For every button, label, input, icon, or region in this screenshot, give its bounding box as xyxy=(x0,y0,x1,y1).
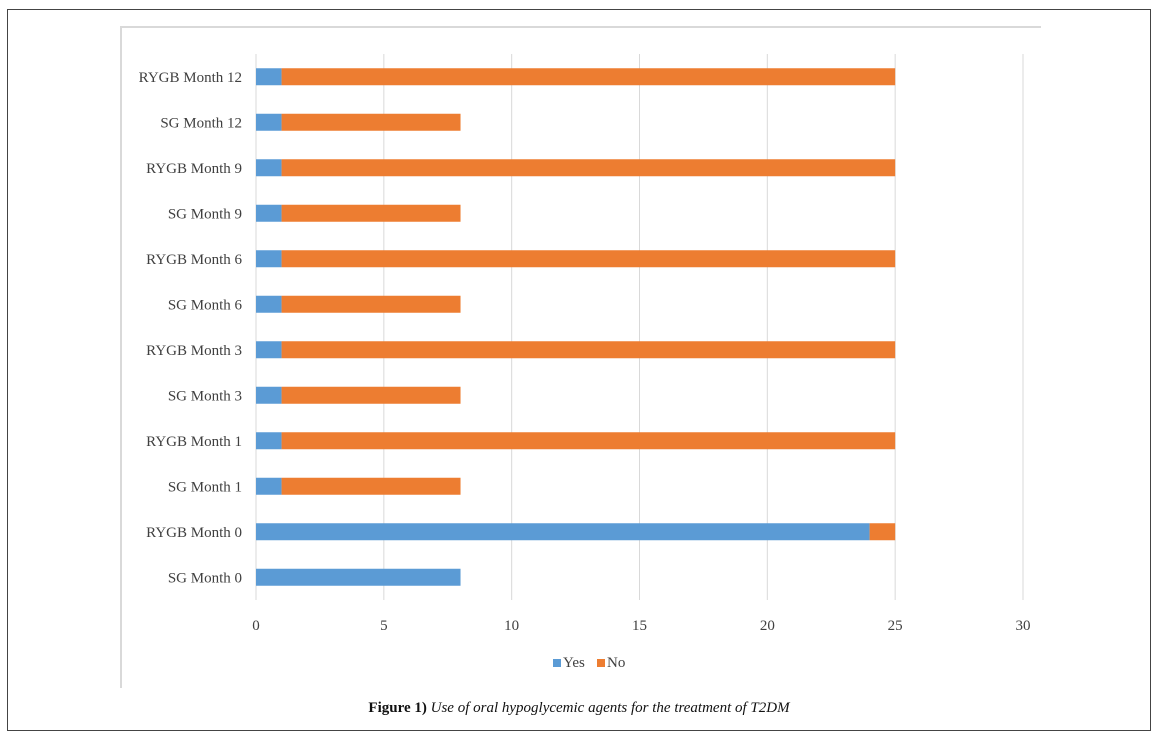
bar-yes xyxy=(256,159,282,177)
bar-yes xyxy=(256,568,461,586)
x-tick-label: 5 xyxy=(380,618,388,634)
bar-yes xyxy=(256,386,282,404)
x-tick-label: 25 xyxy=(888,618,903,634)
bar-no xyxy=(281,295,461,313)
category-label: SG Month 12 xyxy=(160,115,242,131)
bar-yes xyxy=(256,68,282,86)
category-label: RYGB Month 3 xyxy=(146,343,242,359)
x-tick-label: 15 xyxy=(632,618,647,634)
bar-no xyxy=(869,523,896,541)
bar-yes xyxy=(256,295,282,313)
caption-label: Figure 1) xyxy=(368,700,427,716)
figure-caption: Figure 1) Use of oral hypoglycemic agent… xyxy=(0,700,1158,717)
bar-no xyxy=(281,432,896,450)
legend: Yes No xyxy=(553,655,625,671)
legend-label-yes: Yes xyxy=(563,655,585,671)
category-label: SG Month 1 xyxy=(168,479,242,495)
legend-swatch-no xyxy=(597,659,605,667)
x-tick-label: 0 xyxy=(252,618,260,634)
figure-frame xyxy=(7,9,1151,731)
bars xyxy=(256,68,896,586)
x-tick-label: 10 xyxy=(504,618,519,634)
bar-no xyxy=(281,68,896,86)
x-tick-label: 30 xyxy=(1016,618,1031,634)
bar-no xyxy=(281,204,461,222)
bar-yes xyxy=(256,432,282,450)
caption-text: Use of oral hypoglycemic agents for the … xyxy=(426,700,790,716)
gridlines xyxy=(255,54,1024,600)
category-label: RYGB Month 6 xyxy=(146,252,242,268)
bar-no xyxy=(281,341,896,359)
bar-no xyxy=(281,113,461,131)
bar-yes xyxy=(256,204,282,222)
chart-area-top-border xyxy=(120,26,1041,28)
category-label: RYGB Month 9 xyxy=(146,161,242,177)
category-label: SG Month 3 xyxy=(168,388,242,404)
bar-yes xyxy=(256,341,282,359)
bar-no xyxy=(281,477,461,495)
bar-no xyxy=(281,159,896,177)
x-tick-labels: 0 5 10 15 20 25 30 xyxy=(252,618,1030,634)
bar-yes xyxy=(256,250,282,268)
category-label: SG Month 0 xyxy=(168,570,242,586)
legend-label-no: No xyxy=(607,655,625,671)
category-label: SG Month 9 xyxy=(168,206,242,222)
category-label: RYGB Month 12 xyxy=(139,70,242,86)
bar-no xyxy=(281,250,896,268)
bar-yes xyxy=(256,113,282,131)
bar-yes xyxy=(256,477,282,495)
bar-no xyxy=(281,386,461,404)
category-label: RYGB Month 0 xyxy=(146,525,242,541)
x-tick-label: 20 xyxy=(760,618,775,634)
category-labels: SG Month 0 RYGB Month 0 SG Month 1 RYGB Mon… xyxy=(139,70,243,587)
category-label: RYGB Month 1 xyxy=(146,434,242,450)
category-label: SG Month 6 xyxy=(168,297,243,313)
legend-swatch-yes xyxy=(553,659,561,667)
chart-area-left-border xyxy=(120,26,122,688)
bar-yes xyxy=(256,523,870,541)
